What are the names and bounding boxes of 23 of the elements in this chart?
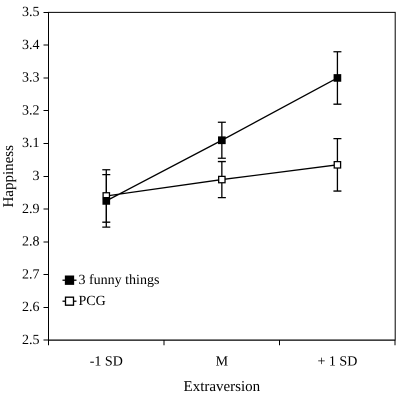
y-tick-label: 3.3 <box>22 70 40 86</box>
legend-label: PCG <box>78 294 106 309</box>
y-tick-label: 2.5 <box>22 332 40 348</box>
y-tick-label: 3 <box>32 168 40 184</box>
legend-label: 3 funny things <box>78 272 160 288</box>
y-tick-label: 2.6 <box>22 300 40 316</box>
y-axis-title: Happiness <box>0 144 17 208</box>
x-tick-label: + 1 SD <box>318 354 358 370</box>
point <box>102 197 110 205</box>
x-axis-title: Extraversion <box>184 378 261 395</box>
y-tick-label: 2.7 <box>22 267 40 282</box>
y-tick-label: 3.1 <box>22 136 40 152</box>
y-tick-label: 2.8 <box>22 234 40 250</box>
y-tick-label: 2.9 <box>22 202 40 217</box>
y-tick-label: 3.5 <box>22 5 40 20</box>
point <box>334 74 342 82</box>
x-tick-label: -1 SD <box>90 354 123 370</box>
point <box>218 136 226 144</box>
x-tick-label: M <box>216 354 229 370</box>
point <box>218 176 226 184</box>
point <box>334 160 342 169</box>
y-tick-label: 3.2 <box>22 103 40 118</box>
y-tick-label: 3.4 <box>22 38 40 53</box>
